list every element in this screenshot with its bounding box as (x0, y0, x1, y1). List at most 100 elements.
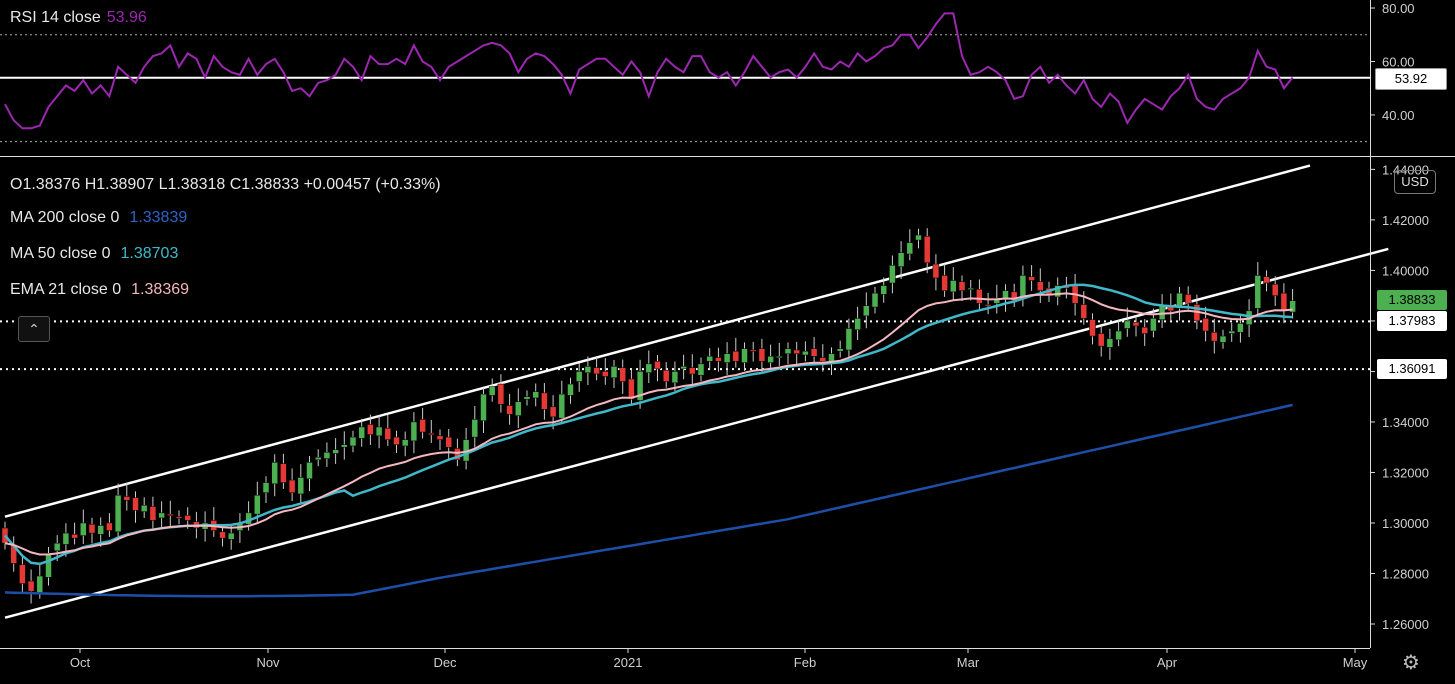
ma50-line (4, 283, 1293, 566)
candle-body (645, 363, 653, 373)
candle-body (140, 505, 148, 512)
candle-body (558, 393, 566, 419)
candle-body (636, 371, 644, 401)
candle-body (1097, 333, 1105, 347)
time-tick-label-5: Mar (957, 655, 980, 670)
price-tick-label-2: 1.40000 (1382, 263, 1429, 278)
candle-body (271, 462, 278, 485)
candle-body (654, 361, 661, 370)
ohlc-legend: O1.38376 H1.38907 L1.38318 C1.38833 +0.0… (10, 176, 441, 193)
rsi-pane (0, 12, 1370, 143)
candle-body (1054, 285, 1061, 298)
candle-body (810, 348, 818, 357)
currency-badge[interactable]: USD (1394, 170, 1436, 194)
candle-body (662, 369, 670, 382)
time-tick-label-6: Apr (1157, 655, 1178, 670)
rsi-tick-label-1: 60.00 (1382, 54, 1415, 69)
time-axis: Oct Nov Dec 2021 Feb Mar Apr May (70, 648, 1368, 670)
candle-body (749, 349, 757, 352)
candle-body (549, 406, 557, 418)
candle-body (1028, 276, 1035, 281)
candle-body (1106, 338, 1114, 348)
candle-body (758, 348, 766, 362)
candle-body (80, 522, 87, 536)
candle-body (436, 435, 444, 440)
candle-body (384, 428, 392, 440)
candle-body (1037, 281, 1044, 291)
collapse-legend-button[interactable]: ⌃ (18, 316, 50, 342)
candle-body (1150, 318, 1157, 332)
candle-body (863, 305, 870, 317)
level-tag-2: 1.36091 (1377, 359, 1447, 380)
ma200-value: 1.33839 (129, 209, 188, 226)
time-tick-label-2: Dec (433, 655, 457, 670)
candle-body (897, 252, 905, 267)
ma50-label: MA 50 close 0 (10, 245, 111, 262)
candle-body (53, 542, 61, 552)
candle-body (950, 280, 957, 293)
candle-body (1089, 319, 1096, 337)
candle-body (784, 348, 792, 354)
rsi-legend: RSI 14 close 53.96 (10, 9, 147, 27)
time-tick-label-1: Nov (256, 655, 280, 670)
candle-body (167, 513, 174, 516)
candle-body (1219, 335, 1227, 343)
candle-body (871, 292, 879, 308)
candle-body (723, 353, 731, 363)
candle-body (1176, 292, 1183, 309)
candle-body (819, 357, 827, 362)
candle-body (880, 285, 887, 295)
candle-body (593, 367, 600, 375)
last-price-tag: 1.38833 (1377, 289, 1447, 310)
candle-body (262, 482, 270, 493)
candle-body (706, 356, 713, 362)
candle-body (958, 281, 966, 291)
candle-body (541, 392, 548, 410)
ma200-line (4, 403, 1293, 598)
gear-icon[interactable]: ⚙ (1402, 652, 1420, 674)
ema21-line (4, 292, 1293, 556)
candle-body (410, 421, 418, 442)
candle-body (1263, 276, 1270, 284)
candle-body (358, 426, 365, 439)
ema21-legend: EMA 21 close 0 1.38369 (10, 281, 189, 299)
candle-body (567, 383, 574, 396)
time-tick-label-4: Feb (794, 655, 816, 670)
rsi-value: 53.96 (106, 9, 147, 26)
candle-body (454, 448, 461, 461)
candle-body (488, 386, 496, 396)
candle-body (776, 356, 783, 359)
time-tick-label-7: May (1343, 655, 1368, 670)
candle-body (915, 234, 922, 241)
candle-body (575, 371, 583, 382)
candle-body (401, 439, 409, 447)
candle-body (71, 534, 78, 539)
candle-body (297, 477, 305, 495)
price-tick-label-9: 1.26000 (1382, 617, 1429, 632)
candle-body (1167, 306, 1175, 312)
candle-body (1132, 321, 1140, 327)
candle-body (497, 383, 505, 405)
candle-body (367, 424, 374, 435)
candle-body (845, 328, 853, 351)
candle-body (584, 366, 592, 373)
candle-body (1211, 332, 1218, 342)
ma200-legend: MA 200 close 0 1.33839 (10, 209, 187, 227)
price-tick-label-5: 1.34000 (1382, 415, 1429, 430)
candle-body (836, 348, 844, 352)
candle-body (114, 494, 122, 533)
price-tick-label-8: 1.28000 (1382, 566, 1429, 581)
candle-body (1115, 330, 1122, 341)
candle-body (697, 363, 705, 376)
candle-body (288, 479, 296, 493)
ema21-value: 1.38369 (131, 281, 190, 298)
candle-body (967, 287, 974, 290)
candle-body (689, 367, 696, 375)
candle-body (88, 523, 96, 534)
candle-body (349, 436, 357, 447)
candle-body (941, 275, 948, 291)
rsi-tick-label-2: 40.00 (1382, 108, 1415, 123)
candle-body (628, 378, 635, 400)
candle-body (323, 452, 331, 459)
